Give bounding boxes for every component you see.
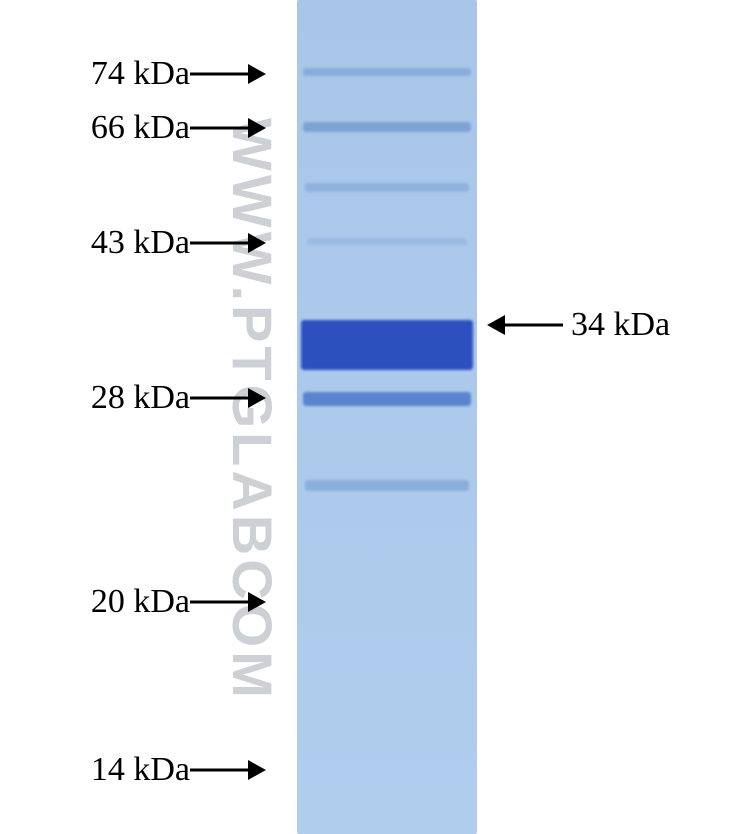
arrow-right-icon <box>190 233 266 253</box>
result-34kda-label: 34 kDa <box>487 304 670 346</box>
arrow-left-icon <box>487 315 563 335</box>
band-74kDa <box>303 68 471 76</box>
arrow-right-icon <box>190 592 266 612</box>
marker-20kda: 20 kDa <box>55 581 266 623</box>
band-34kDa-main <box>301 320 473 370</box>
marker-label-text: 20 kDa <box>55 583 190 621</box>
band-66kDa <box>303 122 471 132</box>
marker-label-text: 28 kDa <box>55 379 190 417</box>
marker-14kda: 14 kDa <box>55 749 266 791</box>
marker-label-text: 66 kDa <box>55 109 190 147</box>
band-28kDa <box>303 392 471 406</box>
watermark: WWW.PTGLABCOM <box>220 118 285 758</box>
marker-66kda: 66 kDa <box>55 107 266 149</box>
marker-43kda: 43 kDa <box>55 222 266 264</box>
marker-74kda: 74 kDa <box>55 53 266 95</box>
arrow-right-icon <box>190 388 266 408</box>
marker-label-text: 14 kDa <box>55 751 190 789</box>
arrow-right-icon <box>190 760 266 780</box>
band-mid55 <box>305 183 469 192</box>
marker-label-text: 43 kDa <box>55 224 190 262</box>
arrow-right-icon <box>190 64 266 84</box>
band-24kDa <box>305 480 469 491</box>
band-43kDa <box>307 238 467 245</box>
result-label-text: 34 kDa <box>571 306 670 344</box>
marker-28kda: 28 kDa <box>55 377 266 419</box>
arrow-right-icon <box>190 118 266 138</box>
marker-label-text: 74 kDa <box>55 55 190 93</box>
